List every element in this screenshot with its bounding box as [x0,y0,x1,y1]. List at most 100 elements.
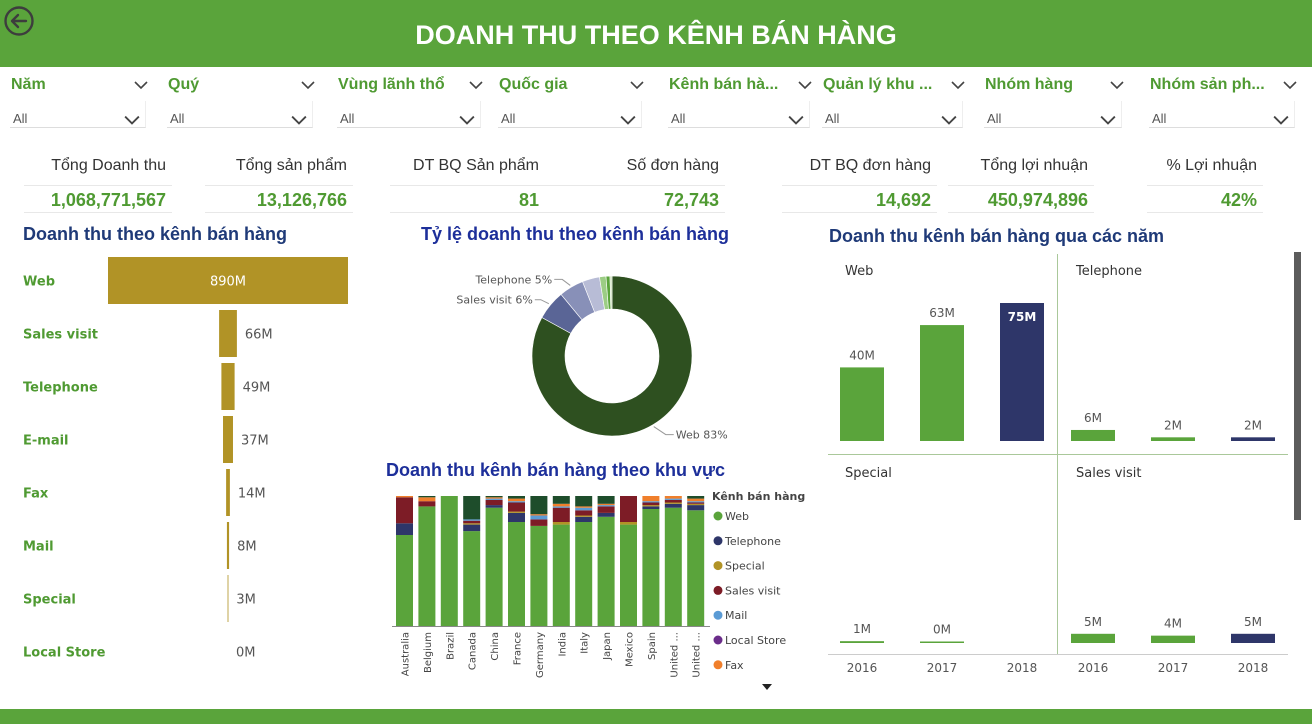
stacked-segment[interactable] [552,507,570,522]
stacked-segment[interactable] [440,496,458,626]
stacked-segment[interactable] [463,496,481,520]
stacked-segment[interactable] [463,524,481,532]
stacked-segment[interactable] [418,501,436,507]
stacked-segment[interactable] [575,515,593,517]
slicer-dropdown[interactable] [167,101,313,128]
stacked-segment[interactable] [485,507,503,626]
stacked-segment[interactable] [418,497,436,502]
stacked-segment[interactable] [687,498,705,502]
chevron-down-icon[interactable] [941,111,957,125]
legend-item[interactable]: Web [725,510,749,523]
stacked-segment[interactable] [530,525,548,626]
bar[interactable] [1071,633,1115,643]
stacked-segment[interactable] [396,523,413,535]
chevron-down-icon[interactable] [1110,76,1124,90]
stacked-segment[interactable] [575,522,593,626]
chevron-down-icon[interactable] [134,76,148,90]
stacked-segment[interactable] [508,511,525,513]
stacked-segment[interactable] [642,501,660,503]
slicer-6[interactable]: Nhóm hàng All [984,70,1126,128]
chevron-down-icon[interactable] [951,76,965,90]
stacked-segment[interactable] [597,503,615,506]
stacked-segment[interactable] [530,496,548,515]
legend-item[interactable]: Mail [725,609,747,622]
bar[interactable] [1000,303,1044,441]
stacked-segment[interactable] [597,505,615,507]
stacked-segment[interactable] [687,510,705,626]
stacked-segment[interactable] [508,512,525,522]
slicer-2[interactable]: Vùng lãnh thổ All [337,70,485,128]
chevron-down-icon[interactable] [788,111,804,125]
chevron-down-icon[interactable] [469,76,483,90]
stacked-segment[interactable] [552,522,570,525]
stacked-segment[interactable] [642,505,660,507]
chevron-down-icon[interactable] [301,76,315,90]
stacked-segment[interactable] [642,496,660,502]
stacked-segment[interactable] [575,507,593,511]
stacked-segment[interactable] [642,502,660,506]
slicer-0[interactable]: Năm All [10,70,150,128]
bar[interactable] [221,363,235,410]
stacked-segment[interactable] [664,507,682,626]
stacked-segment[interactable] [463,520,481,524]
stacked-segment[interactable] [396,496,413,498]
stacked-segment[interactable] [485,496,503,498]
legend-item[interactable]: Telephone [724,535,781,548]
bar[interactable] [1231,633,1275,643]
stacked-segment[interactable] [642,506,660,509]
stacked-segment[interactable] [687,501,705,503]
stacked-segment[interactable] [664,496,682,499]
slicer-7[interactable]: Nhóm sản ph... All [1149,70,1299,128]
stacked-segment[interactable] [597,496,615,504]
stacked-segment[interactable] [687,503,705,506]
stacked-segment[interactable] [396,497,413,524]
stacked-segment[interactable] [575,506,593,508]
stacked-segment[interactable] [575,510,593,516]
stacked-segment[interactable] [664,502,682,504]
slicer-3[interactable]: Quốc gia All [498,70,646,128]
stacked-segment[interactable] [664,499,682,503]
bar[interactable] [840,641,884,643]
chevron-down-icon[interactable] [459,111,475,125]
legend-item[interactable]: Special [725,560,765,573]
bar[interactable] [108,257,348,304]
bar[interactable] [219,310,237,357]
stacked-segment[interactable] [396,535,413,626]
chevron-down-icon[interactable] [630,76,644,90]
stacked-segment[interactable] [620,522,637,525]
bar[interactable] [920,325,964,441]
slicer-dropdown[interactable] [10,101,146,128]
chevron-down-icon[interactable] [798,76,812,90]
stacked-segment[interactable] [530,519,548,526]
legend-item[interactable]: Local Store [725,634,786,647]
chevron-down-icon[interactable] [620,111,636,125]
donut-slice[interactable] [531,275,693,437]
slicer-4[interactable]: Kênh bán hà... All [668,70,814,128]
stacked-segment[interactable] [552,503,570,507]
stacked-segment[interactable] [485,498,503,500]
stacked-segment[interactable] [642,509,660,626]
stacked-segment[interactable] [552,506,570,508]
bar[interactable] [1231,437,1275,441]
bar[interactable] [1071,429,1115,441]
legend-item[interactable]: Fax [725,659,744,672]
chevron-down-icon[interactable] [1283,76,1297,90]
slicer-dropdown[interactable] [337,101,481,128]
stacked-segment[interactable] [485,497,503,499]
stacked-segment[interactable] [552,496,570,504]
stacked-segment[interactable] [418,496,436,498]
slicer-1[interactable]: Quý All [167,70,317,128]
legend-item[interactable]: Sales visit [725,584,781,597]
bar[interactable] [1151,437,1195,441]
stacked-segment[interactable] [597,516,615,626]
stacked-segment[interactable] [530,515,548,520]
stacked-segment[interactable] [575,516,593,522]
donut-slice[interactable] [609,275,613,310]
stacked-segment[interactable] [552,524,570,626]
stacked-segment[interactable] [508,498,525,502]
stacked-segment[interactable] [597,506,615,513]
chevron-down-icon[interactable] [291,111,307,125]
chevron-down-icon[interactable] [124,111,140,125]
stacked-segment[interactable] [508,501,525,503]
legend-scroll-down-icon[interactable] [762,684,772,690]
